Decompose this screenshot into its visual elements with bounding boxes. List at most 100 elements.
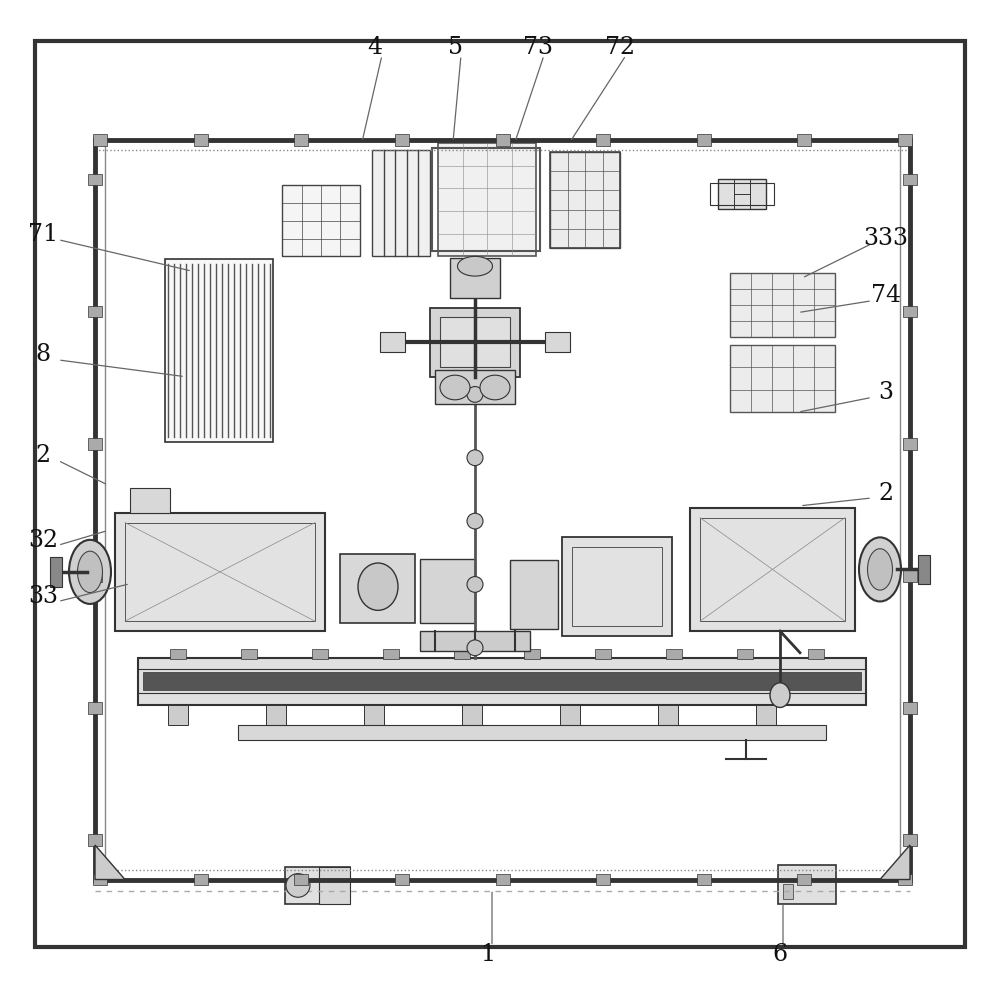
Bar: [562, 537, 672, 636]
Polygon shape: [880, 845, 910, 880]
Ellipse shape: [868, 548, 893, 590]
Bar: [797, 874, 811, 885]
Ellipse shape: [69, 540, 111, 603]
Ellipse shape: [358, 563, 398, 610]
Circle shape: [467, 387, 483, 402]
Bar: [496, 874, 510, 885]
Bar: [778, 865, 836, 904]
Bar: [238, 725, 826, 740]
Bar: [718, 179, 766, 209]
Bar: [312, 649, 328, 659]
Text: 74: 74: [871, 284, 901, 308]
Bar: [550, 152, 620, 248]
Bar: [730, 345, 835, 412]
Bar: [194, 874, 208, 885]
Bar: [808, 649, 824, 659]
Ellipse shape: [859, 537, 901, 601]
Text: 32: 32: [28, 528, 58, 552]
Bar: [241, 649, 257, 659]
Bar: [372, 150, 430, 256]
Bar: [383, 649, 399, 659]
Bar: [730, 273, 835, 337]
Bar: [438, 143, 536, 256]
Text: 2: 2: [878, 481, 894, 505]
Bar: [596, 874, 610, 885]
Text: 71: 71: [28, 223, 58, 246]
Bar: [918, 554, 930, 584]
Bar: [282, 185, 360, 256]
Bar: [697, 134, 711, 146]
Bar: [294, 134, 308, 146]
Ellipse shape: [458, 256, 492, 276]
Bar: [898, 134, 912, 146]
Bar: [88, 174, 102, 185]
Circle shape: [467, 577, 483, 593]
Text: 8: 8: [35, 343, 51, 367]
Bar: [340, 554, 415, 623]
Bar: [450, 258, 500, 298]
Text: 2: 2: [35, 444, 51, 467]
Text: 333: 333: [864, 227, 908, 250]
Bar: [432, 148, 540, 251]
Bar: [903, 306, 917, 317]
Bar: [115, 513, 325, 631]
Bar: [138, 658, 866, 705]
Bar: [903, 834, 917, 846]
Bar: [454, 649, 470, 659]
Bar: [88, 438, 102, 450]
Bar: [797, 134, 811, 146]
Text: 5: 5: [448, 35, 462, 59]
Text: 4: 4: [367, 35, 383, 59]
Ellipse shape: [78, 551, 103, 593]
Bar: [710, 183, 774, 205]
Bar: [560, 705, 580, 725]
Text: 33: 33: [28, 585, 58, 608]
Circle shape: [286, 874, 310, 897]
Bar: [88, 570, 102, 582]
Bar: [165, 259, 273, 442]
Text: 3: 3: [879, 381, 894, 404]
Bar: [125, 523, 315, 621]
Bar: [88, 702, 102, 714]
Bar: [545, 332, 570, 352]
Bar: [88, 834, 102, 846]
Ellipse shape: [440, 376, 470, 400]
Bar: [898, 874, 912, 885]
Bar: [290, 891, 318, 899]
Bar: [420, 631, 530, 651]
Bar: [697, 874, 711, 885]
Ellipse shape: [770, 682, 790, 708]
Bar: [130, 488, 170, 513]
Bar: [903, 174, 917, 185]
Bar: [285, 867, 350, 904]
Bar: [595, 649, 611, 659]
Bar: [756, 705, 776, 725]
Bar: [143, 672, 861, 690]
Bar: [435, 370, 515, 404]
Bar: [380, 332, 405, 352]
Bar: [364, 705, 384, 725]
Circle shape: [467, 640, 483, 656]
Bar: [462, 705, 482, 725]
Polygon shape: [95, 845, 125, 880]
Bar: [903, 702, 917, 714]
Bar: [700, 518, 845, 621]
Text: 1: 1: [480, 943, 496, 966]
Bar: [50, 557, 62, 587]
Bar: [737, 649, 753, 659]
Bar: [266, 705, 286, 725]
Text: 72: 72: [605, 35, 635, 59]
Bar: [524, 649, 540, 659]
Ellipse shape: [480, 376, 510, 400]
Bar: [496, 134, 510, 146]
Bar: [690, 508, 855, 631]
Bar: [168, 705, 188, 725]
Circle shape: [467, 513, 483, 528]
Text: 73: 73: [523, 35, 553, 59]
Bar: [395, 874, 409, 885]
Bar: [395, 134, 409, 146]
Bar: [88, 306, 102, 317]
Bar: [550, 152, 620, 248]
Bar: [440, 317, 510, 367]
Bar: [658, 705, 678, 725]
